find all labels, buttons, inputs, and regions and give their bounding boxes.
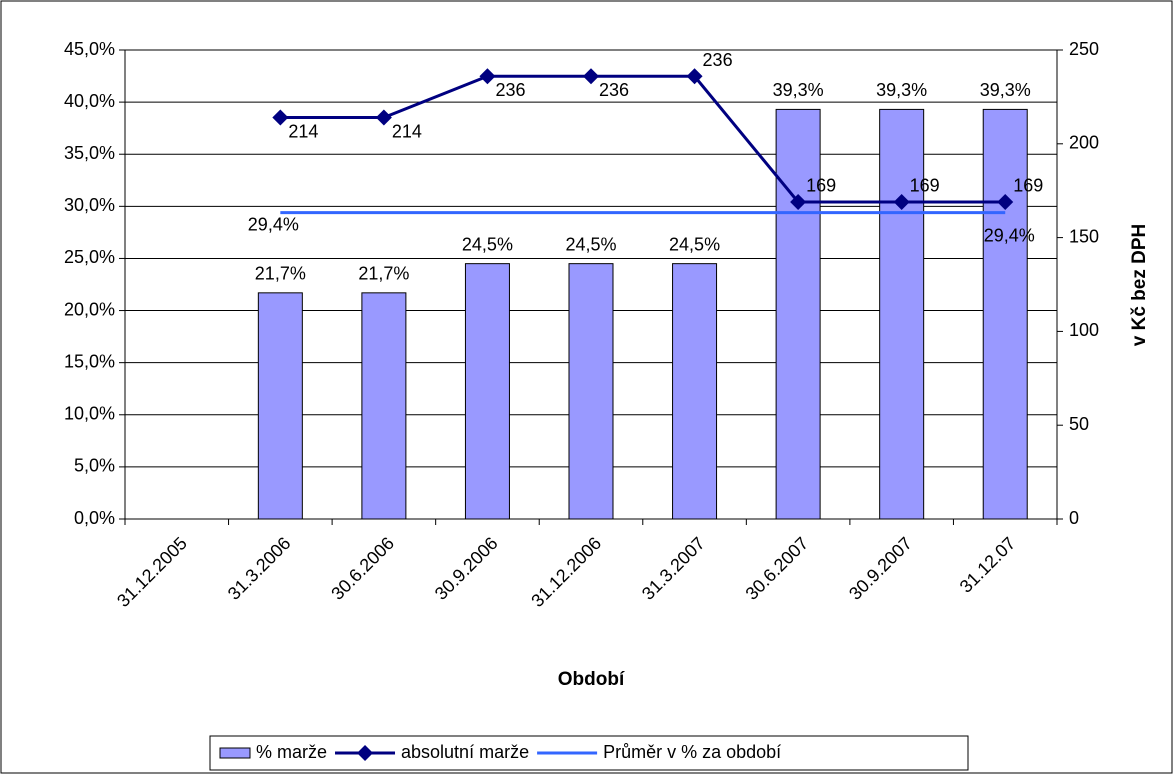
legend-label: Průměr v % za období <box>603 742 781 762</box>
y2-tick-label: 150 <box>1069 226 1099 246</box>
line-value-label: 214 <box>288 121 318 141</box>
y-tick-label: 30,0% <box>64 195 115 215</box>
line-value-label: 169 <box>1013 176 1043 196</box>
bar <box>361 292 407 520</box>
bar <box>672 263 718 520</box>
line-value-label: 236 <box>495 80 525 100</box>
y-tick-label: 35,0% <box>64 143 115 163</box>
bar <box>464 263 510 520</box>
legend-label: absolutní marže <box>401 742 529 762</box>
y2-axis-label: v Kč bez DPH <box>1129 224 1150 346</box>
y2-tick-label: 100 <box>1069 320 1099 340</box>
bar-value-label: 39,3% <box>773 80 824 100</box>
y-tick-label: 0,0% <box>74 508 115 528</box>
y-tick-label: 20,0% <box>64 299 115 319</box>
y2-tick-label: 200 <box>1069 133 1099 153</box>
bar <box>775 108 821 520</box>
line-series <box>280 74 1006 204</box>
y-tick-label: 10,0% <box>64 404 115 424</box>
bar-value-label: 21,7% <box>255 264 306 284</box>
y-tick-label: 15,0% <box>64 351 115 371</box>
line-marker <box>790 193 807 210</box>
line-value-label: 169 <box>910 176 940 196</box>
line-marker <box>272 109 289 126</box>
bar-value-label: 39,3% <box>876 80 927 100</box>
y2-tick-label: 250 <box>1069 39 1099 59</box>
line-value-label: 29,4% <box>248 214 299 234</box>
line-value-label: 236 <box>599 80 629 100</box>
bar-value-label: 24,5% <box>462 234 513 254</box>
bar <box>568 263 614 520</box>
line-marker <box>686 68 703 85</box>
line-marker <box>997 193 1014 210</box>
line-marker <box>583 68 599 85</box>
y-tick-label: 45,0% <box>64 39 115 59</box>
y-tick-label: 40,0% <box>64 91 115 111</box>
y-tick-label: 5,0% <box>74 456 115 476</box>
bar-value-label: 24,5% <box>565 234 616 254</box>
x-axis-label: Období <box>558 669 625 690</box>
line-value-label: 236 <box>703 50 733 70</box>
y-tick-label: 25,0% <box>64 247 115 267</box>
line-value-label: 29,4% <box>984 225 1035 245</box>
bar-value-label: 39,3% <box>980 80 1031 100</box>
legend-label: % marže <box>256 742 327 762</box>
legend-swatch <box>219 747 251 759</box>
bar-value-label: 24,5% <box>669 234 720 254</box>
y2-tick-label: 0 <box>1069 508 1079 528</box>
line-value-label: 169 <box>806 176 836 196</box>
line-marker <box>479 68 496 85</box>
y2-tick-label: 50 <box>1069 414 1089 434</box>
bar <box>257 292 303 520</box>
bar-value-label: 21,7% <box>358 264 409 284</box>
bar <box>982 108 1028 520</box>
line-marker <box>375 109 392 126</box>
legend-marker <box>357 745 374 761</box>
bar <box>879 108 925 520</box>
line-value-label: 214 <box>392 121 422 141</box>
line-marker <box>893 193 910 210</box>
